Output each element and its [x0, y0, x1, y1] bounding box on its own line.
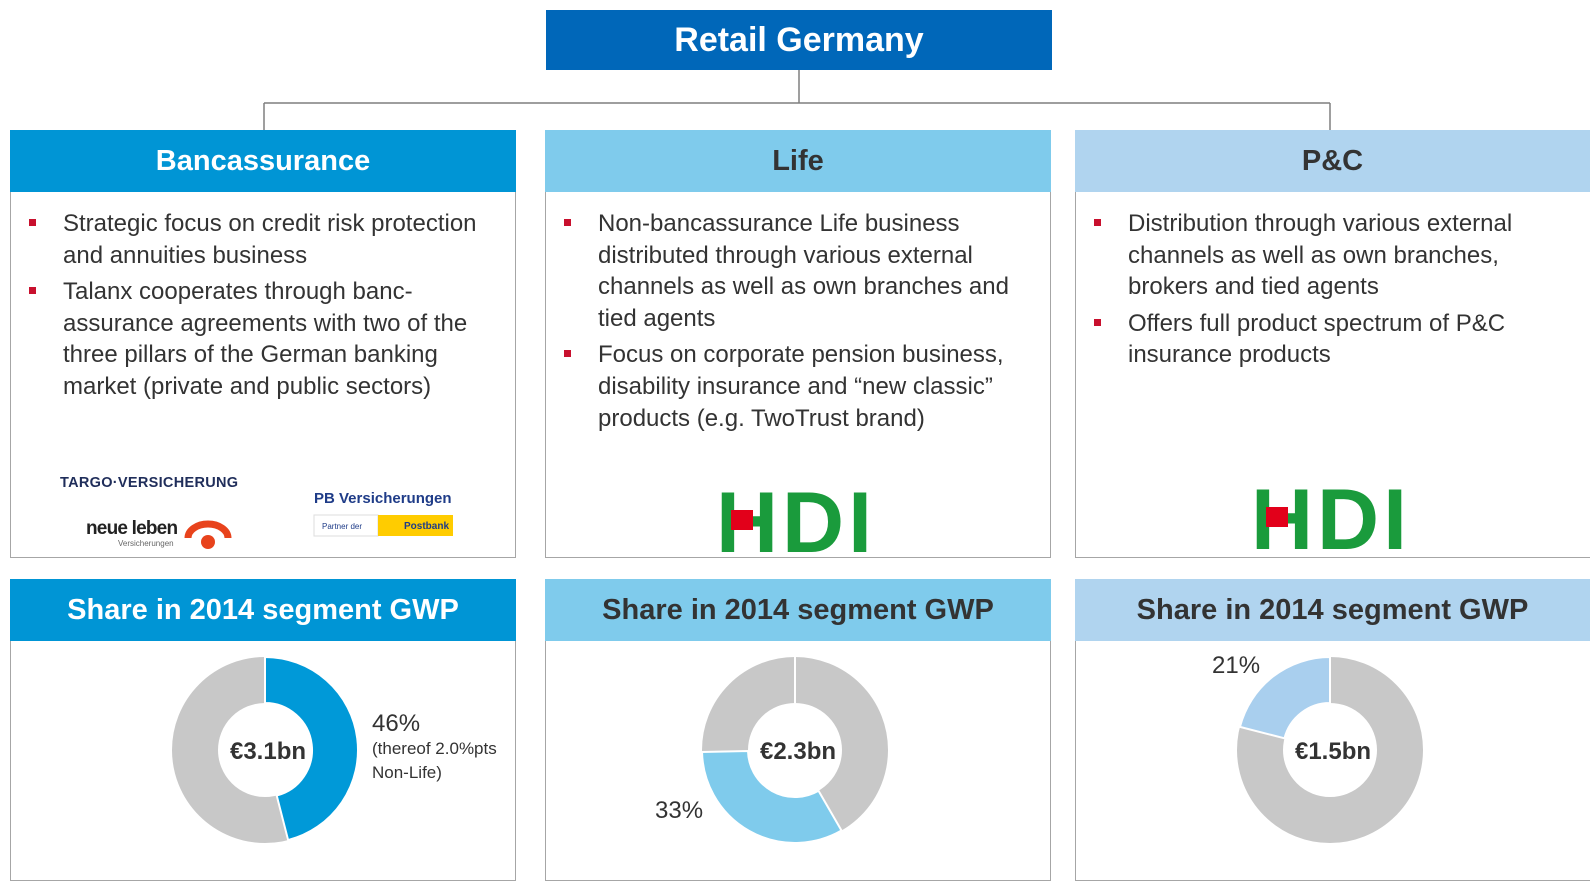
bullet: Distribution through various external ch… — [1094, 208, 1570, 303]
bullet: Focus on corporate pension business, dis… — [564, 339, 1038, 434]
logo-text: neue leben — [86, 518, 177, 539]
donut-total: €2.3bn — [760, 738, 836, 765]
donut-segment — [264, 655, 359, 842]
logo-shape — [731, 510, 753, 530]
logo-text: Postbank — [404, 521, 449, 532]
content-box: Strategic focus on credit risk protectio… — [10, 192, 516, 558]
logo-shape — [378, 515, 453, 536]
logo-shape — [1266, 507, 1288, 527]
bullet-list: Non-bancassurance Life business distribu… — [546, 192, 1050, 434]
logo-shape — [201, 535, 215, 549]
share-heading: Share in 2014 segment GWP — [10, 579, 516, 641]
bullet: Strategic focus on credit risk protectio… — [29, 208, 505, 271]
column-heading: Life — [545, 130, 1051, 192]
connectors — [263, 70, 1331, 130]
bullet: Offers full product spectrum of P&C insu… — [1094, 308, 1570, 371]
donut-segment — [1238, 655, 1331, 740]
share-heading: Share in 2014 segment GWP — [1075, 579, 1590, 641]
share-label: 46% — [372, 710, 421, 737]
donut-segment — [700, 749, 843, 844]
share-note: (thereof 2.0%pts Non-Life) — [372, 739, 497, 782]
logo-text: PB Versicherungen — [314, 490, 452, 507]
share-label: 21% — [1212, 652, 1261, 679]
logo-text: Versicherungen — [118, 539, 174, 548]
column-heading: Bancassurance — [10, 130, 516, 192]
content-box: Non-bancassurance Life business distribu… — [545, 192, 1051, 558]
share-heading: Share in 2014 segment GWP — [545, 579, 1051, 641]
content-box: Distribution through various external ch… — [1075, 192, 1590, 558]
logo-text: TARGO·VERSICHERUNG — [60, 475, 238, 491]
bullet: Non-bancassurance Life business distribu… — [564, 208, 1038, 334]
main-title: Retail Germany — [546, 10, 1052, 70]
share-label: 33% — [655, 797, 704, 824]
logo-shape — [184, 520, 232, 539]
column-heading: P&C — [1075, 130, 1590, 192]
logo-text: Partner der — [322, 522, 362, 531]
donut-total: €3.1bn — [230, 738, 306, 765]
bullet: Talanx cooperates through banc-assurance… — [29, 276, 505, 402]
bullet-list: Distribution through various external ch… — [1076, 192, 1590, 371]
bullet-list: Strategic focus on credit risk protectio… — [11, 192, 515, 403]
donut-total: €1.5bn — [1295, 738, 1371, 765]
